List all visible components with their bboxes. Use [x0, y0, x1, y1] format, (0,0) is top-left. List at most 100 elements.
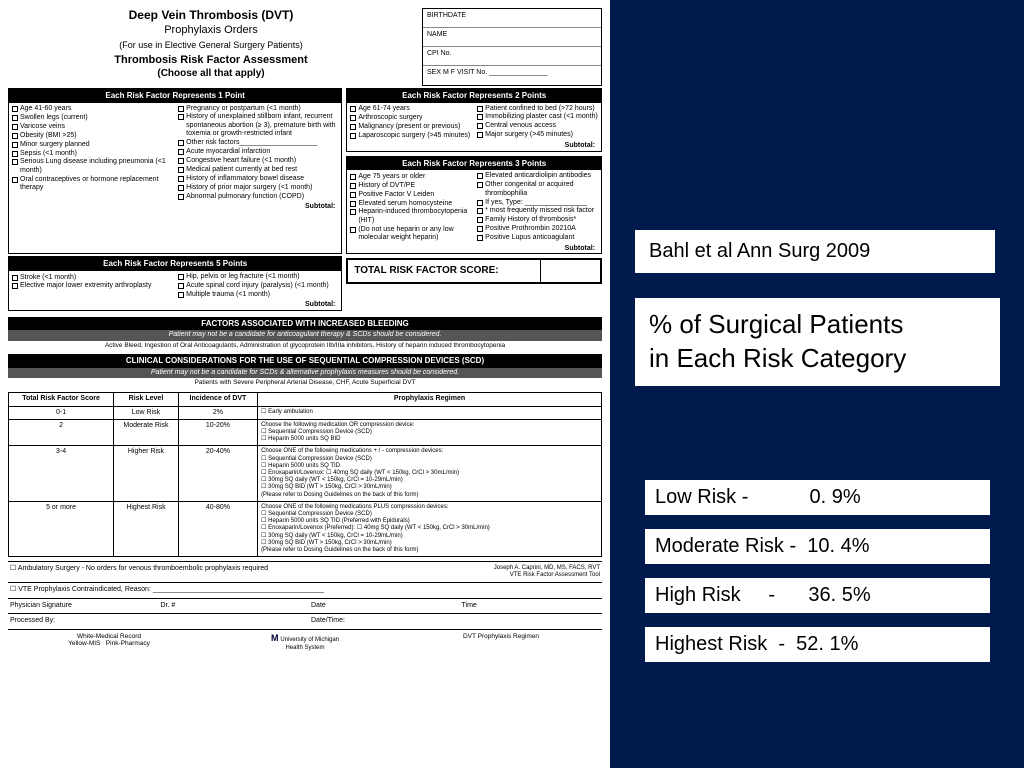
stats-list: Low Risk - 0. 9% Moderate Risk - 10. 4% … [645, 480, 1005, 676]
checklist-label: History of DVT/PE [358, 182, 415, 190]
checklist-label: Elevated serum homocysteine [358, 200, 452, 208]
panel-title: % of Surgical Patients in Each Risk Cate… [635, 298, 1000, 386]
scd-header: CLINICAL CONSIDERATIONS FOR THE USE OF S… [8, 354, 602, 368]
table-cell: Higher Risk [114, 446, 179, 501]
checklist-item: Family History of thrombosis* [477, 216, 598, 224]
checklist-item: Other congenital or acquired thrombophil… [477, 181, 598, 198]
checkbox-icon [477, 106, 483, 112]
checklist-item: Elective major lower extremity arthropla… [12, 282, 172, 290]
checklist-label: Positive Prothrombin 20210A [485, 225, 576, 233]
table-cell: Moderate Risk [114, 419, 179, 446]
table-cell: Highest Risk [114, 501, 179, 556]
checklist-label: Sepsis (<1 month) [20, 150, 77, 158]
checklist-label: If yes, Type: ________________ [485, 199, 587, 207]
checklist-label: Elective major lower extremity arthropla… [20, 282, 152, 290]
subtotal-1: Subtotal: [9, 203, 341, 211]
checklist-label: Other congenital or acquired thrombophil… [485, 181, 598, 198]
checklist-item: Pregnancy or postpartum (<1 month) [178, 105, 338, 113]
checklist-item: Malignancy (present or previous) [350, 123, 471, 131]
checkbox-icon [178, 176, 184, 182]
checklist-item: Elevated serum homocysteine [350, 200, 471, 208]
checkbox-icon [12, 115, 18, 121]
checkbox-icon [477, 123, 483, 129]
checkbox-icon [477, 217, 483, 223]
stat-moderate: Moderate Risk - 10. 4% [645, 529, 990, 564]
sig-physician: Physician Signature [10, 602, 149, 610]
scd-note2: Patients with Severe Peripheral Arterial… [8, 378, 602, 388]
checklist-item: Other risk factors____________________ [178, 139, 338, 147]
checklist-label: Multiple trauma (<1 month) [186, 291, 270, 299]
checkbox-icon [350, 209, 356, 215]
section-3pt-header: Each Risk Factor Represents 3 Points [347, 157, 601, 171]
checklist-label: History of inflammatory bowel disease [186, 175, 304, 183]
footer-contraindicated: ☐ VTE Prophylaxis Contraindicated, Reaso… [10, 586, 600, 594]
checkbox-icon [350, 133, 356, 139]
section-5pt-header: Each Risk Factor Represents 5 Points [9, 257, 341, 271]
subtotal-2: Subtotal: [347, 142, 601, 150]
checkbox-icon [178, 149, 184, 155]
checkbox-icon [178, 185, 184, 191]
checkbox-icon [178, 106, 184, 112]
table-row: 5 or moreHighest Risk40-80%Choose ONE of… [9, 501, 602, 556]
checklist-label: Age 75 years or older [358, 173, 425, 181]
total-score-value [540, 260, 600, 282]
checkbox-icon [178, 158, 184, 164]
checkbox-icon [477, 114, 483, 120]
checkbox-icon [178, 114, 184, 120]
bleeding-header: FACTORS ASSOCIATED WITH INCREASED BLEEDI… [8, 317, 602, 331]
assessment-heading: Thrombosis Risk Factor Assessment [8, 54, 414, 67]
regimen-cell: Choose the following medication OR compr… [258, 419, 602, 446]
checklist-label: Malignancy (present or previous) [358, 123, 460, 131]
checkbox-icon [477, 226, 483, 232]
michigan-logo: M [271, 633, 279, 643]
checklist-item: Oral contraceptives or hormone replaceme… [12, 176, 172, 193]
checklist-label: Acute myocardial infarction [186, 148, 270, 156]
checklist-label: Heparin-induced thrombocytopenia (HIT) [358, 208, 471, 225]
checklist-item: History of prior major surgery (<1 month… [178, 184, 338, 192]
checklist-label: Age 61-74 years [358, 105, 409, 113]
table-cell: 2% [178, 406, 257, 419]
checkbox-icon [12, 124, 18, 130]
checklist-item: Central venous access [477, 122, 598, 130]
table-header: Prophylaxis Regimen [258, 393, 602, 406]
checklist-item: History of inflammatory bowel disease [178, 175, 338, 183]
checkbox-icon [350, 106, 356, 112]
checklist-label: Minor surgery planned [20, 141, 90, 149]
checkbox-icon [12, 275, 18, 281]
sig-drnum: Dr. # [161, 602, 300, 610]
checklist-label: Arthroscopic surgery [358, 114, 422, 122]
checkbox-icon [477, 200, 483, 206]
checklist-label: Pregnancy or postpartum (<1 month) [186, 105, 301, 113]
section-3pt: Each Risk Factor Represents 3 Points Age… [346, 156, 602, 255]
table-cell: 20-40% [178, 446, 257, 501]
checkbox-icon [477, 208, 483, 214]
checklist-item: Hip, pelvis or leg fracture (<1 month) [178, 273, 338, 281]
checklist-item: Positive Lupus anticoagulant [477, 234, 598, 242]
stat-high: High Risk - 36. 5% [645, 578, 990, 613]
checkbox-icon [178, 167, 184, 173]
checklist-item: Acute spinal cord injury (paralysis) (<1… [178, 282, 338, 290]
checklist-item: Laparoscopic surgery (>45 minutes) [350, 132, 471, 140]
checklist-label: Acute spinal cord injury (paralysis) (<1… [186, 282, 329, 290]
checklist-item: Positive Factor V Leiden [350, 191, 471, 199]
citation: Bahl et al Ann Surg 2009 [635, 230, 995, 273]
table-row: 2Moderate Risk10-20%Choose the following… [9, 419, 602, 446]
checklist-item: Arthroscopic surgery [350, 114, 471, 122]
checkbox-icon [477, 235, 483, 241]
checkbox-icon [12, 177, 18, 183]
checkbox-icon [12, 159, 18, 165]
footer-ambulatory: ☐ Ambulatory Surgery - No orders for ven… [10, 565, 448, 579]
checklist-item: Medical patient currently at bed rest [178, 166, 338, 174]
checklist-item: * most frequently missed risk factor [477, 207, 598, 215]
bleeding-note1: Patient may not be a candidate for antic… [8, 330, 602, 340]
checklist-label: Oral contraceptives or hormone replaceme… [20, 176, 172, 193]
form-subtitle: Prophylaxis Orders [8, 24, 414, 37]
checklist-label: Other risk factors____________________ [186, 139, 317, 147]
copies-left: White-Medical Record Yellow-MIS Pink-Pha… [11, 633, 207, 652]
checklist-item: Minor surgery planned [12, 141, 172, 149]
total-score-box: TOTAL RISK FACTOR SCORE: [346, 258, 602, 284]
section-1pt-header: Each Risk Factor Represents 1 Point [9, 89, 341, 103]
checkbox-icon [350, 192, 356, 198]
field-cpi: CPI No. [423, 47, 601, 66]
checklist-item: (Do not use heparin or any low molecular… [350, 226, 471, 243]
